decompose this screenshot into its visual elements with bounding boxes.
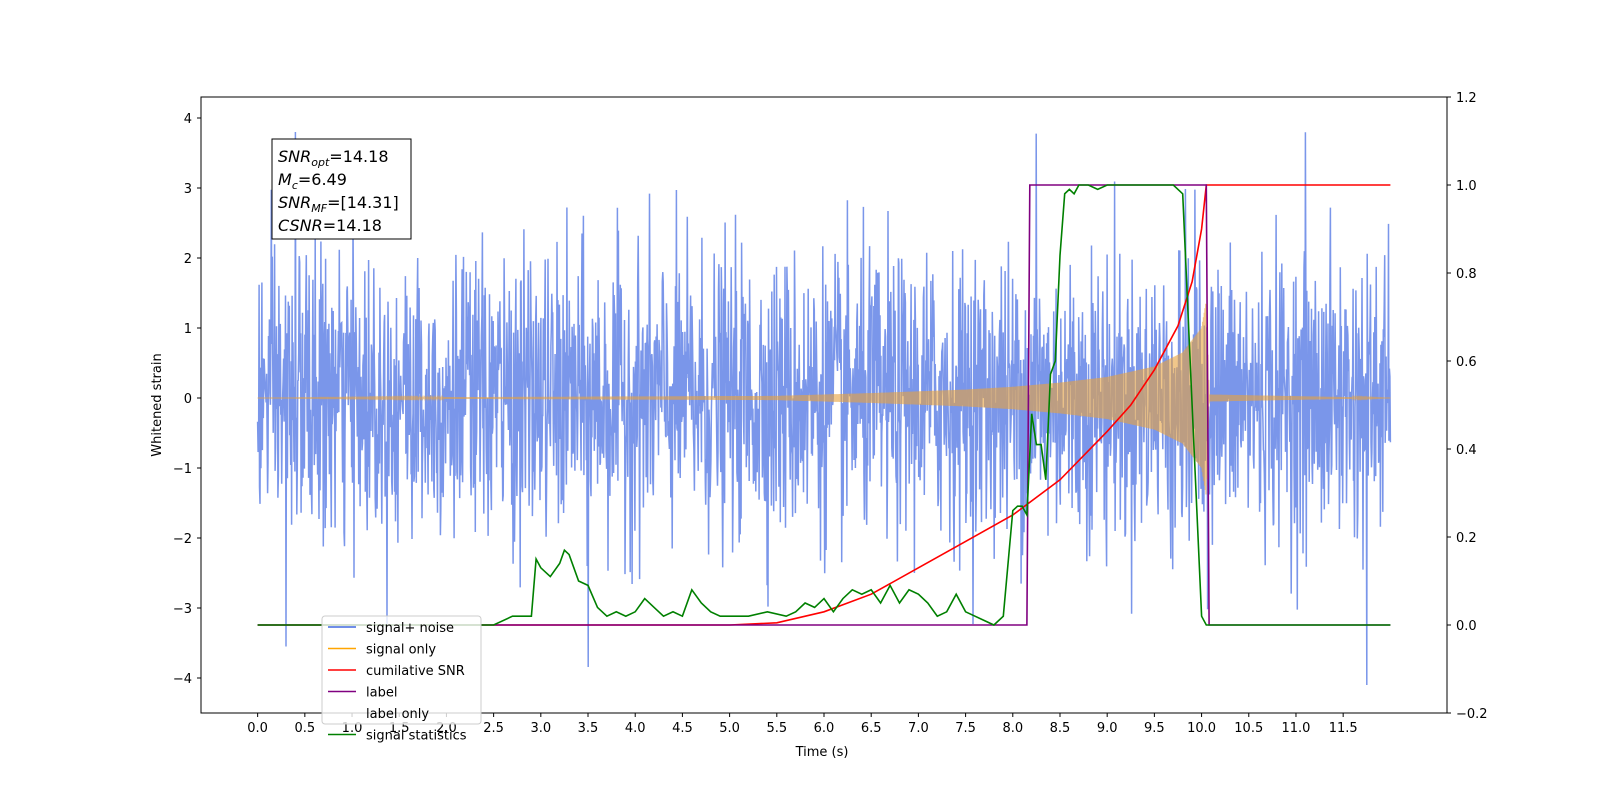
annotation-symbol: SNR (278, 193, 311, 212)
x-tick-label: 5.0 (719, 721, 740, 736)
annotation-line: SNRMF=[14.31] (278, 193, 399, 215)
legend: signal+ noise signal only cumilative SNR la… (321, 615, 482, 744)
legend-label: signal only (366, 643, 436, 658)
x-tick-label: 9.5 (1144, 721, 1165, 736)
y-right-tick-label: 1.0 (1456, 179, 1477, 194)
y-right-tick-label: 1.2 (1456, 91, 1477, 106)
annotation-box: SNRopt=14.18Mc=6.49SNRMF=[14.31]CSNR=14.… (271, 138, 412, 240)
y-right-tick-label: 0.0 (1456, 619, 1477, 634)
x-tick-label: 11.5 (1329, 721, 1358, 736)
x-tick-label: 8.5 (1050, 721, 1071, 736)
x-tick-label: 2.5 (483, 721, 504, 736)
y-right-tick-label: −0.2 (1456, 707, 1488, 722)
y-right-tick-label: 0.8 (1456, 267, 1477, 282)
x-axis: 0.0 0.5 1.0 1.5 2.0 2.5 3.0 3.5 4.0 4.5 5.0 5.5 6.0 6… (247, 713, 1358, 736)
annotation-symbol: M (278, 170, 292, 189)
legend-label: signal statistics (366, 729, 467, 744)
annotation-line: CSNR=14.18 (278, 216, 382, 235)
y-left-tick-label: −2 (173, 532, 192, 547)
legend-label: cumilative SNR (366, 664, 465, 679)
x-tick-label: 3.5 (578, 721, 599, 736)
annotation-symbol: SNR (278, 147, 311, 166)
annotation-value: =14.18 (329, 147, 388, 166)
x-tick-label: 10.0 (1187, 721, 1216, 736)
x-tick-label: 0.0 (247, 721, 268, 736)
y-right-tick-label: 0.2 (1456, 531, 1477, 546)
y-left-tick-label: 0 (184, 392, 192, 407)
annotation-line: SNRopt=14.18 (278, 147, 389, 169)
y-left-tick-label: −3 (173, 602, 192, 617)
y-left-tick-label: 1 (184, 322, 192, 337)
annotation-value: =14.18 (323, 216, 382, 235)
annotation-subscript: opt (311, 156, 330, 169)
x-tick-label: 3.0 (530, 721, 551, 736)
series-signal-only (257, 303, 1391, 495)
x-tick-label: 6.0 (814, 721, 835, 736)
y-axis-right: 1.2 1.0 0.8 0.6 0.4 0.2 0.0 −0.2 (1447, 91, 1488, 722)
legend-frame (321, 615, 482, 725)
x-tick-label: 5.5 (766, 721, 787, 736)
x-tick-label: 4.0 (625, 721, 646, 736)
x-tick-label: 4.5 (672, 721, 693, 736)
series-signal-statistics (257, 184, 1391, 626)
annotation-frame (271, 138, 412, 240)
annotation-symbol: CSNR (278, 216, 323, 235)
x-tick-label: 0.5 (294, 721, 315, 736)
x-axis-label: Time (s) (795, 745, 849, 760)
x-tick-label: 10.5 (1234, 721, 1263, 736)
legend-label: label only (366, 707, 429, 722)
x-tick-label: 11.0 (1281, 721, 1310, 736)
annotation-subscript: c (292, 179, 298, 192)
x-tick-label: 7.0 (908, 721, 929, 736)
y-right-tick-label: 0.6 (1456, 355, 1477, 370)
y-axis-label: Whitened strain (150, 353, 165, 456)
legend-label: label (366, 686, 397, 701)
y-left-tick-label: −1 (173, 462, 192, 477)
x-tick-label: 7.5 (955, 721, 976, 736)
x-tick-label: 1.5 (389, 721, 410, 736)
annotation-line: Mc=6.49 (278, 170, 347, 192)
y-right-tick-label: 0.4 (1456, 443, 1477, 458)
annotation-value: =[14.31] (327, 193, 399, 212)
annotation-value: =6.49 (298, 170, 347, 189)
annotation-subscript: MF (311, 202, 327, 215)
x-tick-label: 6.5 (861, 721, 882, 736)
x-tick-label: 9.0 (1097, 721, 1118, 736)
legend-label: signal+ noise (366, 621, 454, 636)
y-left-tick-label: 3 (184, 182, 192, 197)
y-left-tick-label: 2 (184, 252, 192, 267)
y-left-tick-label: −4 (173, 672, 192, 687)
y-axis-left: 4 3 2 1 0 −1 −2 −3 −4 (173, 112, 201, 687)
series-cumulative-snr (257, 184, 1391, 626)
plot-area (256, 131, 1392, 686)
y-left-tick-label: 4 (184, 112, 192, 127)
x-tick-label: 8.0 (1002, 721, 1023, 736)
x-tick-label: 2.0 (436, 721, 457, 736)
x-tick-label: 1.0 (342, 721, 363, 736)
